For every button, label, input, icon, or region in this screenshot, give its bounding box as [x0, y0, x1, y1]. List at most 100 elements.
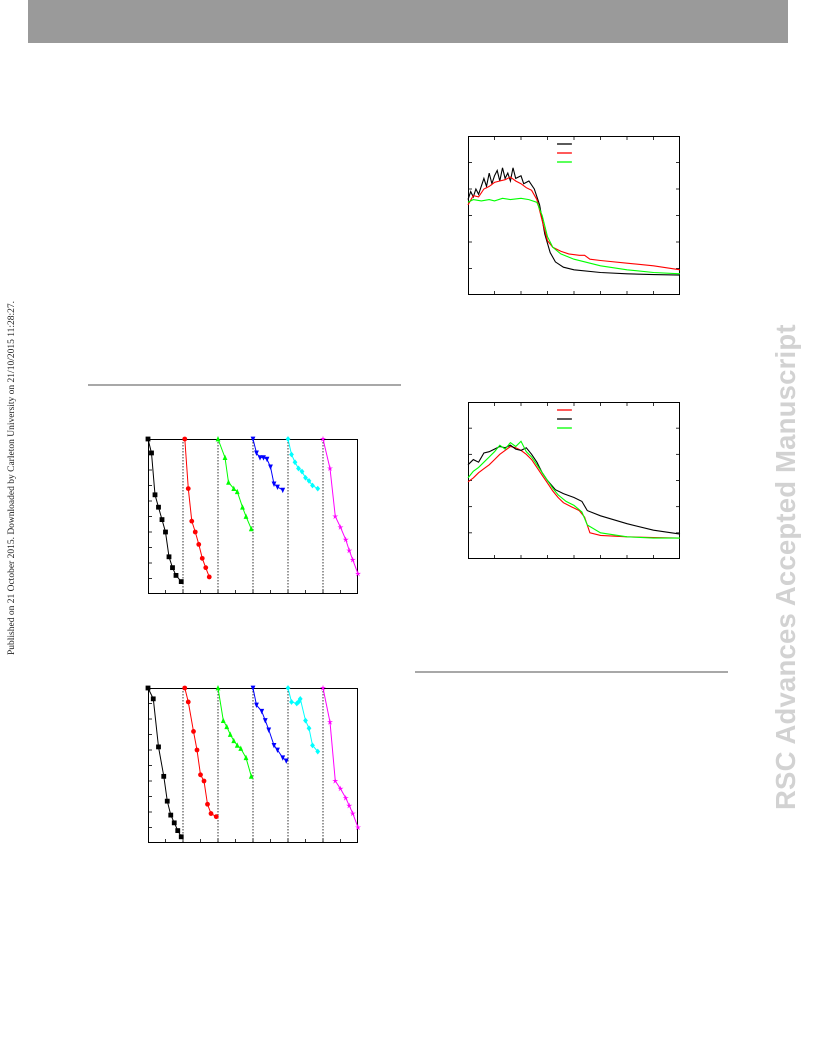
spectrum-chart-top — [467, 136, 681, 295]
series-line-1 — [147, 438, 182, 582]
plot-frame — [148, 439, 358, 594]
data-point-square — [152, 492, 158, 498]
data-point-square — [159, 517, 165, 522]
data-point-circle — [192, 529, 198, 535]
data-point-triangle-up — [240, 504, 245, 510]
series-line-1 — [467, 167, 681, 276]
data-point-triangle-up — [215, 436, 221, 442]
data-point-square — [178, 579, 184, 584]
data-point-circle — [208, 811, 214, 816]
data-point-diamond — [315, 748, 321, 755]
data-point-square — [161, 773, 167, 779]
data-point-diamond — [296, 465, 301, 472]
data-point-triangle-down — [250, 436, 256, 442]
data-point-triangle-up — [222, 454, 228, 460]
data-point-triangle-down — [254, 702, 259, 709]
plot-frame — [148, 688, 358, 843]
data-point-triangle-up — [248, 525, 254, 532]
plot-frame — [468, 402, 680, 559]
series-line-5 — [287, 438, 318, 490]
data-point-star — [355, 824, 361, 831]
data-point-star — [320, 684, 326, 691]
data-point-triangle-up — [238, 745, 244, 751]
data-point-triangle-down — [280, 487, 286, 494]
data-point-triangle-up — [220, 717, 226, 723]
data-point-triangle-down — [271, 742, 277, 749]
data-point-triangle-up — [243, 513, 249, 519]
series-line-5 — [287, 687, 319, 752]
data-point-diamond — [285, 685, 291, 691]
data-point-circle — [206, 574, 212, 580]
data-point-triangle-up — [234, 488, 240, 495]
data-point-circle — [191, 729, 196, 734]
data-point-triangle-down — [262, 718, 268, 724]
series-line-2 — [184, 438, 210, 578]
data-point-star — [337, 785, 344, 792]
data-point-square — [178, 834, 184, 840]
data-point-square — [156, 744, 161, 750]
data-point-square — [166, 554, 172, 560]
data-point-star — [332, 513, 339, 520]
data-point-circle — [185, 699, 191, 705]
data-point-circle — [201, 778, 207, 784]
publication-note: Published on 21 October 2015. Downloaded… — [7, 300, 17, 655]
data-point-triangle-up — [227, 731, 233, 737]
data-point-square — [163, 529, 168, 535]
series-line-4 — [252, 687, 287, 762]
data-point-triangle-down — [259, 708, 265, 715]
data-point-diamond — [285, 436, 291, 442]
data-point-circle — [189, 518, 195, 524]
data-point-square — [145, 436, 151, 442]
data-point-diamond — [297, 695, 303, 702]
data-point-triangle-down — [275, 747, 280, 753]
data-point-triangle-up — [226, 479, 231, 485]
data-point-diamond — [289, 699, 294, 705]
data-point-star — [349, 556, 356, 563]
data-point-triangle-down — [283, 758, 289, 764]
data-point-diamond — [315, 485, 321, 492]
data-point-triangle-up — [234, 742, 240, 748]
data-point-triangle-down — [268, 464, 273, 470]
spectrum-chart-bottom — [467, 402, 681, 559]
data-point-square — [164, 798, 170, 804]
series-line-1 — [147, 687, 182, 838]
data-point-diamond — [303, 717, 308, 724]
data-point-star — [332, 777, 339, 784]
data-point-diamond — [294, 700, 300, 707]
data-point-star — [342, 536, 349, 543]
data-point-star — [346, 547, 353, 554]
data-point-diamond — [306, 725, 312, 732]
data-point-square — [170, 565, 175, 571]
data-point-triangle-down — [254, 450, 259, 456]
series-line-2 — [467, 444, 681, 535]
plot-frame — [468, 136, 680, 295]
data-point-square — [175, 828, 181, 833]
data-point-triangle-down — [250, 685, 256, 691]
data-point-star — [349, 810, 356, 817]
series-line-2 — [184, 687, 217, 818]
data-point-triangle-up — [248, 773, 254, 779]
series-line-2 — [467, 176, 681, 271]
data-point-diamond — [296, 699, 301, 705]
data-point-diamond — [310, 742, 315, 749]
series-line-3 — [217, 687, 252, 777]
journal-watermark: RSC Advances Accepted Manuscript — [770, 324, 801, 810]
data-point-triangle-down — [257, 455, 263, 461]
series-line-6 — [322, 438, 359, 574]
data-point-circle — [205, 801, 210, 807]
decay-chart-bottom — [145, 684, 361, 843]
data-point-square — [149, 450, 154, 456]
data-point-triangle-down — [266, 727, 272, 733]
data-point-triangle-down — [275, 484, 280, 491]
data-point-square — [171, 820, 177, 826]
data-point-star — [327, 718, 333, 725]
data-point-circle — [196, 542, 202, 547]
header-bar — [28, 0, 788, 43]
data-point-star — [320, 435, 326, 442]
data-point-star — [346, 802, 353, 809]
data-point-triangle-down — [264, 456, 270, 463]
data-point-square — [168, 812, 174, 818]
data-point-star — [355, 570, 361, 577]
data-point-circle — [182, 436, 188, 442]
data-point-circle — [199, 555, 205, 561]
